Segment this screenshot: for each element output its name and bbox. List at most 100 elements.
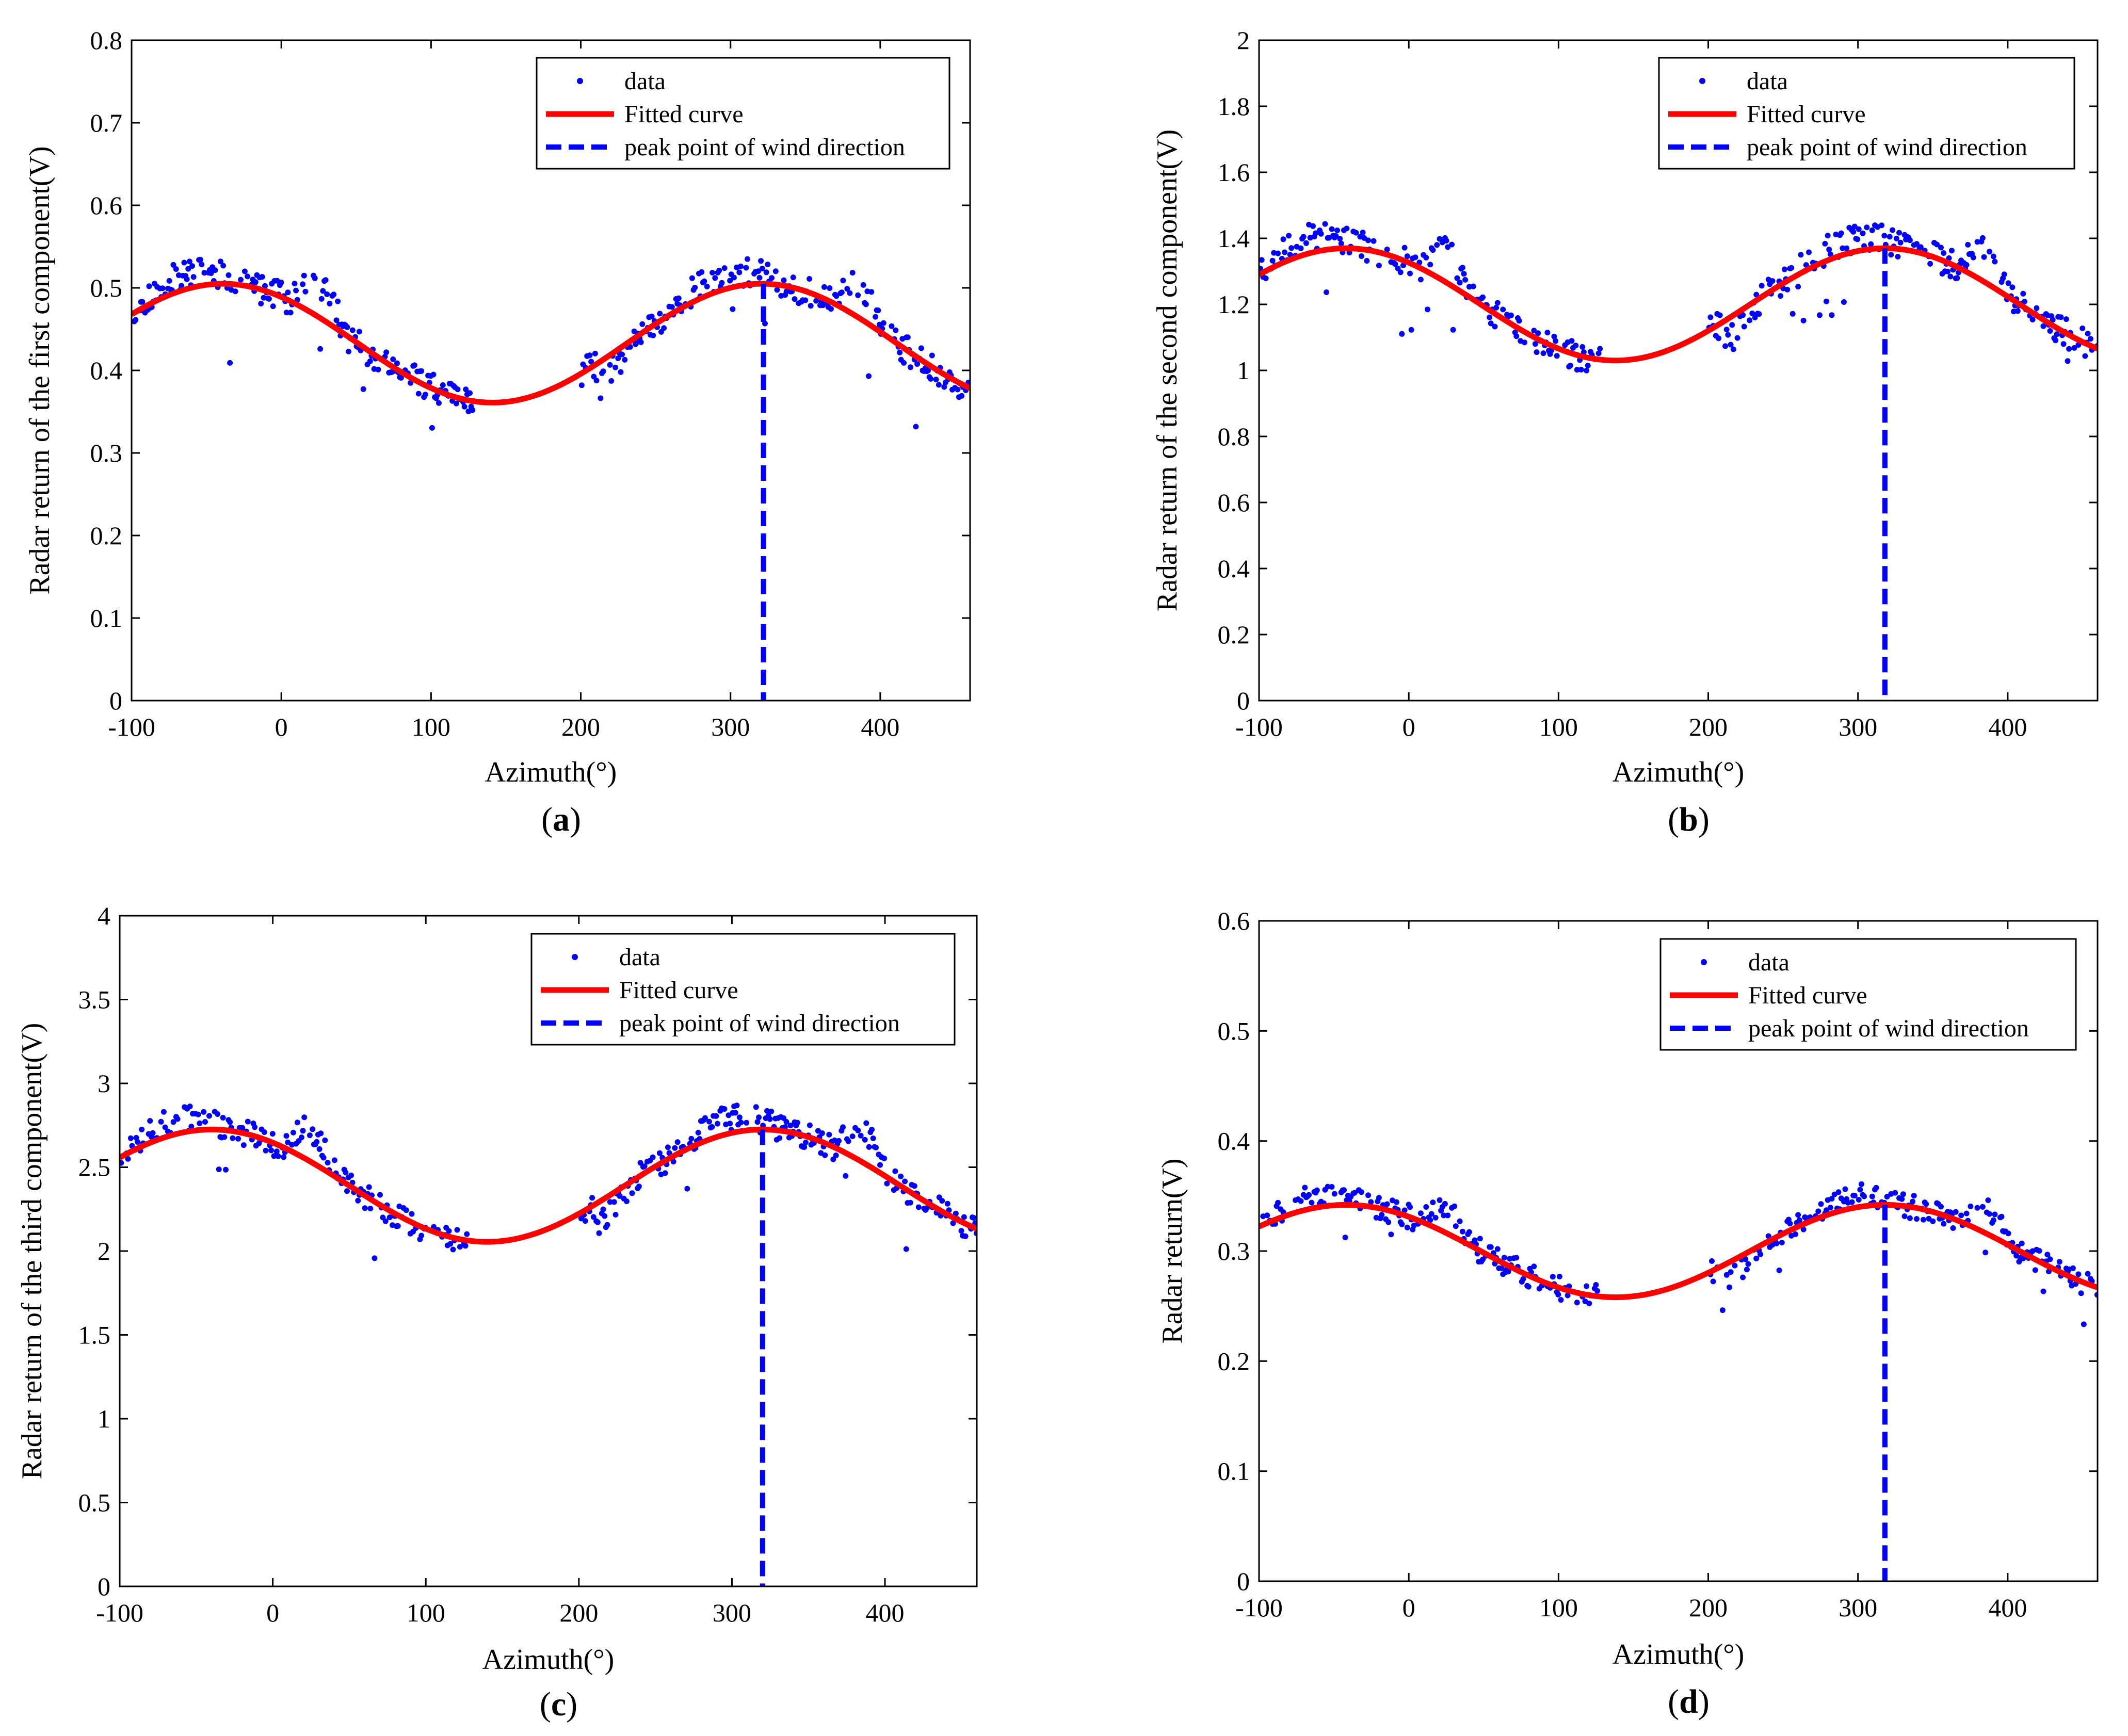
data-point	[360, 386, 366, 392]
data-point	[240, 1142, 247, 1148]
data-point	[1900, 1191, 1906, 1197]
data-point	[344, 324, 350, 330]
data-point	[125, 1156, 131, 1162]
data-point	[230, 1135, 236, 1141]
data-point	[1364, 258, 1370, 264]
caption-letter: d	[1679, 1683, 1698, 1721]
data-point	[367, 1206, 374, 1212]
data-point	[349, 327, 356, 333]
data-point	[1895, 254, 1901, 259]
x-tick-label: 0	[1402, 1593, 1415, 1622]
data-point	[1890, 227, 1895, 233]
x-tick-label: 0	[266, 1598, 279, 1627]
data-point	[298, 1134, 304, 1141]
data-point	[1302, 1185, 1308, 1191]
data-point	[641, 1163, 648, 1170]
fitted-curve	[1259, 245, 2098, 364]
data-point	[1753, 1255, 1760, 1261]
data-point	[1359, 1189, 1364, 1195]
data-point	[1365, 1192, 1371, 1198]
data-point	[283, 310, 289, 316]
data-point	[1844, 245, 1850, 251]
data-point	[1787, 1221, 1793, 1227]
x-tick-label: -100	[1235, 712, 1283, 741]
data-point	[1953, 1209, 1959, 1215]
y-tick-label: 1	[1237, 356, 1250, 385]
data-point	[2050, 317, 2056, 323]
panel-caption: (b)	[1668, 801, 1710, 838]
data-point	[730, 306, 736, 312]
caption-letter: c	[551, 1685, 566, 1723]
data-point	[383, 349, 390, 355]
data-point	[1584, 367, 1590, 374]
y-tick-label: 0.2	[1218, 1346, 1250, 1375]
data-point	[1392, 261, 1398, 267]
data-point	[675, 295, 682, 301]
data-point	[1303, 240, 1309, 246]
x-tick-label: 200	[1689, 1593, 1728, 1622]
data-point	[727, 1121, 733, 1127]
data-point	[1732, 1262, 1738, 1269]
y-axis-label: Radar return(V)	[1156, 1158, 1188, 1343]
data-point	[907, 1199, 913, 1206]
data-point	[1513, 1255, 1520, 1261]
data-point	[1835, 1189, 1842, 1195]
data-point	[756, 274, 763, 281]
data-point	[310, 1126, 316, 1132]
data-point	[950, 1220, 956, 1226]
data-point	[2001, 271, 2007, 278]
data-point	[665, 1144, 671, 1150]
data-point	[588, 359, 594, 365]
data-point	[706, 1118, 712, 1125]
data-point	[638, 339, 644, 345]
data-point	[270, 303, 276, 310]
data-point	[1992, 1211, 1998, 1218]
data-point	[453, 400, 459, 407]
data-point	[307, 1132, 313, 1139]
data-point	[669, 304, 675, 310]
data-point	[2058, 314, 2064, 320]
x-tick-label: 300	[1839, 712, 1877, 741]
data-point	[1423, 254, 1429, 261]
data-point	[590, 1214, 597, 1220]
data-point	[170, 262, 176, 268]
data-point	[1359, 253, 1364, 259]
data-point	[884, 1180, 890, 1187]
data-point	[862, 1137, 868, 1143]
caption-close: )	[570, 801, 581, 838]
data-point	[1371, 238, 1377, 244]
data-point	[736, 1114, 743, 1121]
data-point	[1417, 277, 1424, 283]
data-point	[1445, 244, 1451, 250]
data-point	[201, 270, 207, 276]
data-point	[2047, 1256, 2053, 1262]
y-tick-label: 0	[98, 1572, 110, 1601]
data-point	[2075, 1271, 2082, 1277]
legend-data-marker	[577, 78, 583, 84]
data-point	[1927, 261, 1933, 267]
data-point	[763, 269, 769, 275]
data-point	[649, 313, 655, 319]
data-point	[216, 1166, 222, 1173]
data-point	[726, 1112, 732, 1118]
legend-data-marker	[572, 954, 578, 960]
data-point	[662, 1170, 668, 1176]
data-point	[897, 349, 903, 355]
data-point	[395, 1223, 401, 1229]
data-point	[1851, 1193, 1858, 1198]
data-point	[929, 352, 935, 359]
data-point	[830, 1156, 836, 1162]
panel-caption: (d)	[1668, 1683, 1710, 1721]
data-point	[1982, 1250, 1989, 1256]
data-point	[826, 1131, 832, 1138]
y-tick-label: 0.6	[90, 191, 123, 220]
data-point	[721, 1106, 728, 1112]
x-tick-label: 0	[1402, 712, 1415, 741]
data-point	[2056, 1259, 2062, 1265]
y-tick-label: 1.4	[1218, 224, 1250, 253]
data-point	[1425, 306, 1430, 313]
x-axis-label: Azimuth(°)	[1613, 756, 1745, 788]
data-point	[629, 1190, 635, 1196]
data-point	[1917, 244, 1924, 250]
data-point	[1779, 1240, 1785, 1246]
